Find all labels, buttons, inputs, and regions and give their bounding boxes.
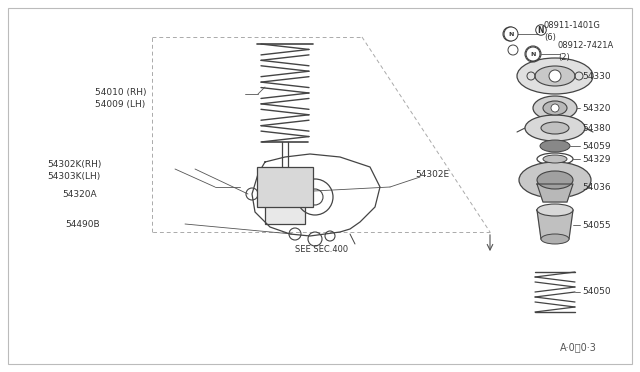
Text: 54303K(LH): 54303K(LH) [47, 171, 100, 180]
Circle shape [526, 47, 540, 61]
Ellipse shape [519, 162, 591, 198]
Text: 54036: 54036 [582, 183, 611, 192]
Ellipse shape [541, 234, 569, 244]
Text: SEE SEC.400: SEE SEC.400 [295, 246, 348, 254]
Ellipse shape [535, 66, 575, 86]
Ellipse shape [525, 115, 585, 141]
Text: 54302K(RH): 54302K(RH) [47, 160, 101, 169]
Ellipse shape [541, 122, 569, 134]
Circle shape [549, 70, 561, 82]
Text: N: N [530, 51, 536, 57]
Ellipse shape [540, 140, 570, 152]
Text: 54055: 54055 [582, 221, 611, 230]
Ellipse shape [517, 58, 593, 94]
Text: N: N [508, 32, 514, 36]
Ellipse shape [543, 155, 567, 163]
Polygon shape [537, 184, 573, 202]
Text: 54302E: 54302E [415, 170, 449, 179]
Text: 54330: 54330 [582, 71, 611, 80]
Text: N: N [531, 51, 536, 57]
Text: A·0＊0·3: A·0＊0·3 [560, 342, 597, 352]
Text: 54009 (LH): 54009 (LH) [95, 99, 145, 109]
Text: 54059: 54059 [582, 141, 611, 151]
Circle shape [504, 27, 518, 41]
Text: (6): (6) [544, 33, 556, 42]
Text: 54010 (RH): 54010 (RH) [95, 87, 147, 96]
Text: N: N [507, 31, 513, 37]
Text: N: N [538, 26, 544, 35]
Bar [257, 167, 313, 207]
Text: 54050: 54050 [582, 288, 611, 296]
Text: 54490B: 54490B [65, 219, 100, 228]
Ellipse shape [537, 204, 573, 216]
Ellipse shape [533, 96, 577, 120]
Text: (2): (2) [558, 53, 570, 62]
Text: 54329: 54329 [582, 154, 611, 164]
Text: 08912-7421A: 08912-7421A [558, 41, 614, 50]
Polygon shape [537, 210, 573, 239]
Ellipse shape [537, 171, 573, 189]
Text: 54320A: 54320A [62, 189, 97, 199]
Text: 08911-1401G: 08911-1401G [544, 21, 601, 30]
Circle shape [551, 104, 559, 112]
Bar [265, 174, 305, 224]
Text: 54320: 54320 [582, 103, 611, 112]
Ellipse shape [543, 101, 567, 115]
Text: 54380: 54380 [582, 124, 611, 132]
